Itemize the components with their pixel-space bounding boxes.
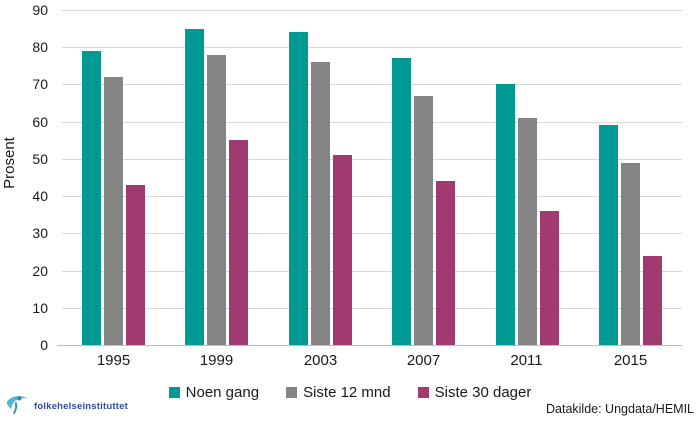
bar-2003-noen-gang xyxy=(289,32,308,345)
bar-1995-siste-30-dager xyxy=(126,185,145,345)
bar-2015-noen-gang xyxy=(599,125,618,345)
y-tick-label: 80 xyxy=(32,39,48,55)
gridline xyxy=(62,122,682,123)
bar-2003-siste-30-dager xyxy=(333,155,352,345)
gridline xyxy=(62,159,682,160)
logo: folkehelseinstituttet xyxy=(5,391,128,421)
folkehelseinstituttet-logo-icon xyxy=(5,391,31,421)
x-axis-line xyxy=(57,345,682,346)
bar-2011-siste-12-mnd xyxy=(518,118,537,345)
legend-label: Noen gang xyxy=(185,383,260,401)
y-tick-label: 30 xyxy=(32,225,48,241)
legend-label: Siste 12 mnd xyxy=(303,383,391,401)
gridline xyxy=(62,308,682,309)
y-tick-label: 40 xyxy=(32,188,48,204)
logo-text: folkehelseinstituttet xyxy=(34,401,128,412)
bar-2007-siste-30-dager xyxy=(436,181,455,345)
bar-1995-siste-12-mnd xyxy=(104,77,123,345)
bar-2007-siste-12-mnd xyxy=(414,96,433,345)
bar-2003-siste-12-mnd xyxy=(311,62,330,345)
y-tick-label: 10 xyxy=(32,300,48,316)
data-source-note: Datakilde: Ungdata/HEMIL xyxy=(546,402,694,416)
x-tick-label: 1999 xyxy=(199,352,234,369)
legend-item: Noen gang xyxy=(168,383,260,401)
legend-swatch xyxy=(168,386,180,398)
bar-2011-siste-30-dager xyxy=(540,211,559,345)
gridline xyxy=(62,84,682,85)
y-tick-label: 50 xyxy=(32,151,48,167)
legend-swatch xyxy=(417,386,429,398)
y-tick-label: 70 xyxy=(32,76,48,92)
legend-item: Siste 12 mnd xyxy=(286,384,391,401)
legend-item: Siste 30 dager xyxy=(417,383,532,401)
bar-1999-noen-gang xyxy=(185,29,204,345)
x-tick-label: 2011 xyxy=(510,352,543,369)
gridline xyxy=(62,196,682,197)
bar-1995-noen-gang xyxy=(82,51,101,345)
legend-label: Siste 30 dager xyxy=(434,383,532,401)
bar-2011-noen-gang xyxy=(496,84,515,345)
gridline xyxy=(62,10,682,11)
gridline xyxy=(62,271,682,272)
legend-swatch xyxy=(286,386,298,398)
bar-2015-siste-12-mnd xyxy=(621,163,640,345)
x-tick-label: 1995 xyxy=(96,352,131,369)
bar-2015-siste-30-dager xyxy=(643,256,662,345)
bar-1999-siste-30-dager xyxy=(229,140,248,345)
legend: Noen gang Siste 12 mnd Siste 30 dager xyxy=(0,383,700,401)
y-tick-label: 90 xyxy=(32,2,48,18)
x-tick-label: 2015 xyxy=(613,352,648,369)
y-tick-label: 60 xyxy=(32,114,48,130)
x-tick-label: 2007 xyxy=(406,352,441,369)
y-tick-label: 0 xyxy=(40,337,48,353)
y-tick-label: 20 xyxy=(32,263,48,279)
gridline xyxy=(62,233,682,234)
bar-1999-siste-12-mnd xyxy=(207,55,226,345)
gridline xyxy=(62,47,682,48)
bar-2007-noen-gang xyxy=(392,58,411,345)
x-tick-label: 2003 xyxy=(303,352,338,369)
